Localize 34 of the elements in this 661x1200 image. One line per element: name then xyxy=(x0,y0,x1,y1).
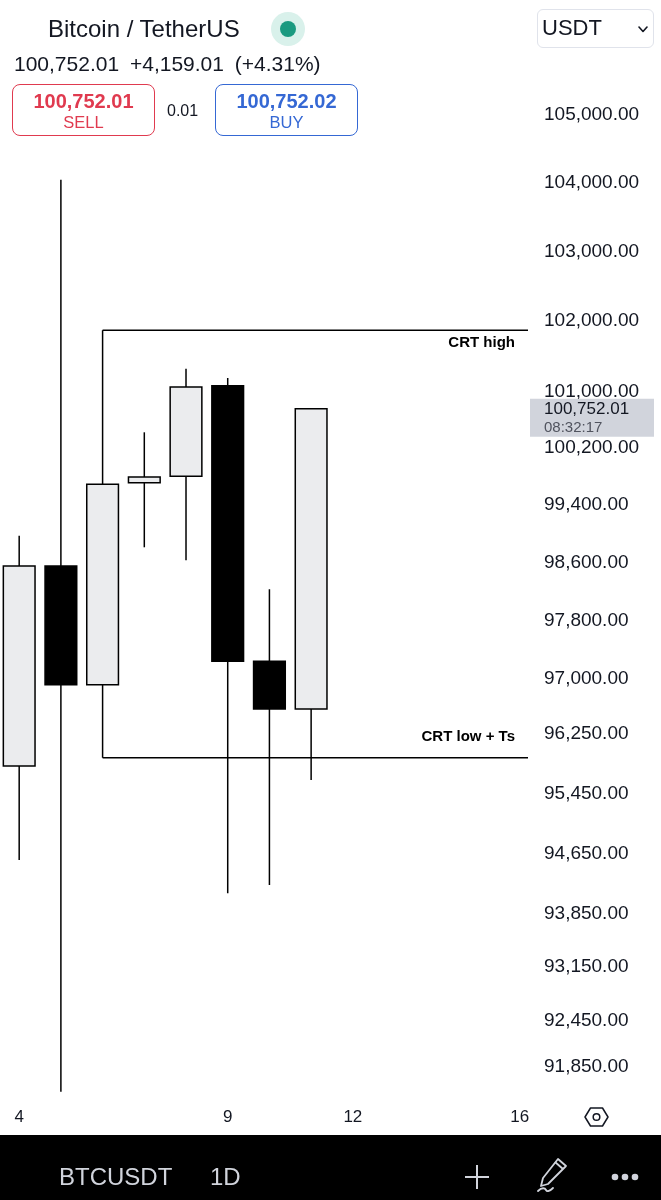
text: 100,752.01 xyxy=(544,398,630,418)
y-tick-label: 91,850.00 xyxy=(544,1055,629,1077)
toolbar: BTCUSDT 1D xyxy=(0,1135,661,1200)
chart-title: Bitcoin / TetherUS xyxy=(48,14,240,44)
x-tick-label: 9 xyxy=(222,1106,233,1126)
y-tick-label: 103,000.00 xyxy=(544,240,640,262)
y-tick-label: 104,000.00 xyxy=(544,171,640,193)
y-tick-label: 102,000.00 xyxy=(544,309,640,331)
y-tick-label: 98,600.00 xyxy=(544,550,629,572)
annotation: SELL xyxy=(62,113,105,132)
text: 08:32:17 xyxy=(544,417,603,435)
y-tick-label: 94,650.00 xyxy=(544,841,629,863)
y-tick-label: 101,000.00 xyxy=(544,379,640,401)
y-tick-label: 97,800.00 xyxy=(544,608,629,630)
dropdown: USDT xyxy=(537,9,654,48)
annotation: BUY xyxy=(268,113,305,132)
y-tick-label: 93,850.00 xyxy=(544,901,629,923)
ref-line-label: CRT high xyxy=(448,333,515,351)
y-tick-label: 105,000.00 xyxy=(544,103,640,125)
sell-button: 100,752.01 SELL xyxy=(12,84,155,136)
chart-subtitle: 100,752.01 +4,159.01 (+4.31%) xyxy=(14,51,321,77)
x-tick-label: 16 xyxy=(510,1106,530,1126)
y-tick-label: 92,450.00 xyxy=(544,1008,629,1030)
buy-button: 100,752.02 BUY xyxy=(215,84,358,136)
x-tick-label: 12 xyxy=(343,1106,363,1126)
y-tick-label: 100,200.00 xyxy=(544,436,640,458)
y-tick-label: 93,150.00 xyxy=(544,955,629,977)
annotation: 0.01 xyxy=(167,101,199,121)
x-tick-label: 4 xyxy=(14,1106,24,1126)
ref-line-label: CRT low + Ts xyxy=(421,726,515,744)
y-tick-label: 99,400.00 xyxy=(544,493,629,515)
y-tick-label: 97,000.00 xyxy=(544,667,629,689)
y-tick-label: 96,250.00 xyxy=(544,722,629,744)
y-tick-label: 95,450.00 xyxy=(544,781,629,803)
